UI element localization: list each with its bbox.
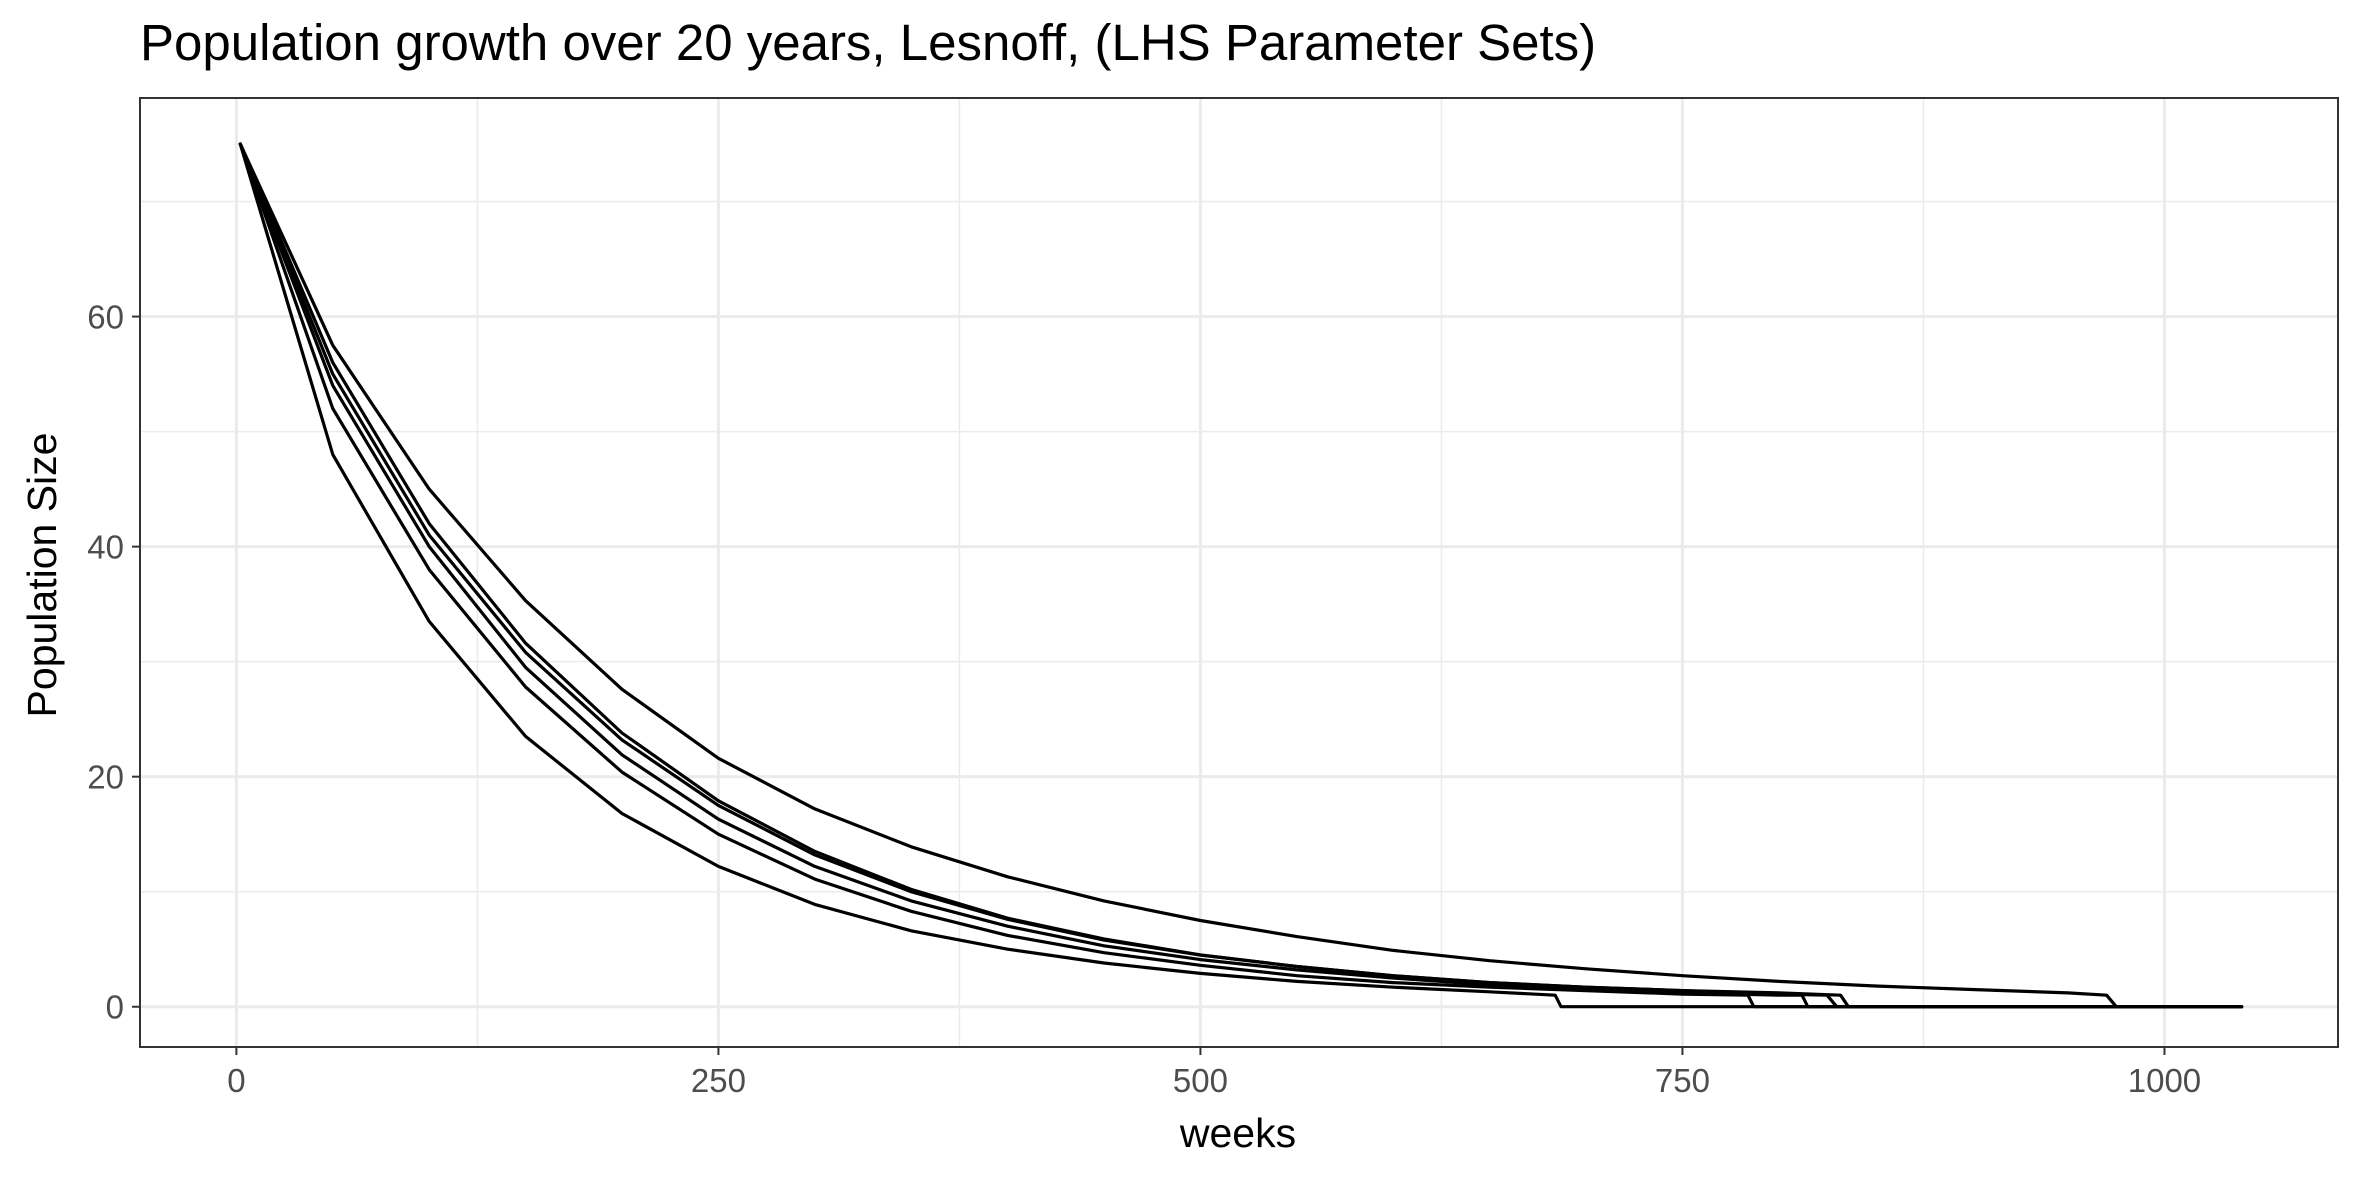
x-tick-label: 0 bbox=[227, 1062, 245, 1099]
x-tick-label: 250 bbox=[691, 1062, 746, 1099]
x-tick-label: 750 bbox=[1655, 1062, 1710, 1099]
x-tick-label: 500 bbox=[1173, 1062, 1228, 1099]
y-axis: 0 20 40 60 bbox=[87, 299, 140, 1026]
series-line bbox=[238, 142, 2244, 1009]
series-line bbox=[238, 142, 2244, 1009]
chart-title: Population growth over 20 years, Lesnoff… bbox=[140, 14, 1596, 71]
series-line bbox=[238, 142, 2244, 1009]
x-tick-label: 1000 bbox=[2128, 1062, 2201, 1099]
x-axis: 0 250 500 750 1000 bbox=[227, 1047, 2201, 1099]
series-line bbox=[238, 142, 2244, 1009]
series-line bbox=[238, 142, 2244, 1009]
series-layer bbox=[238, 142, 2244, 1009]
y-tick-label: 40 bbox=[87, 529, 124, 566]
y-axis-title: Population Size bbox=[19, 433, 65, 718]
x-axis-title: weeks bbox=[1179, 1110, 1296, 1156]
plot-border bbox=[139, 97, 2339, 1048]
y-tick-label: 20 bbox=[87, 759, 124, 796]
y-tick-label: 0 bbox=[106, 989, 124, 1026]
y-tick-label: 60 bbox=[87, 299, 124, 336]
